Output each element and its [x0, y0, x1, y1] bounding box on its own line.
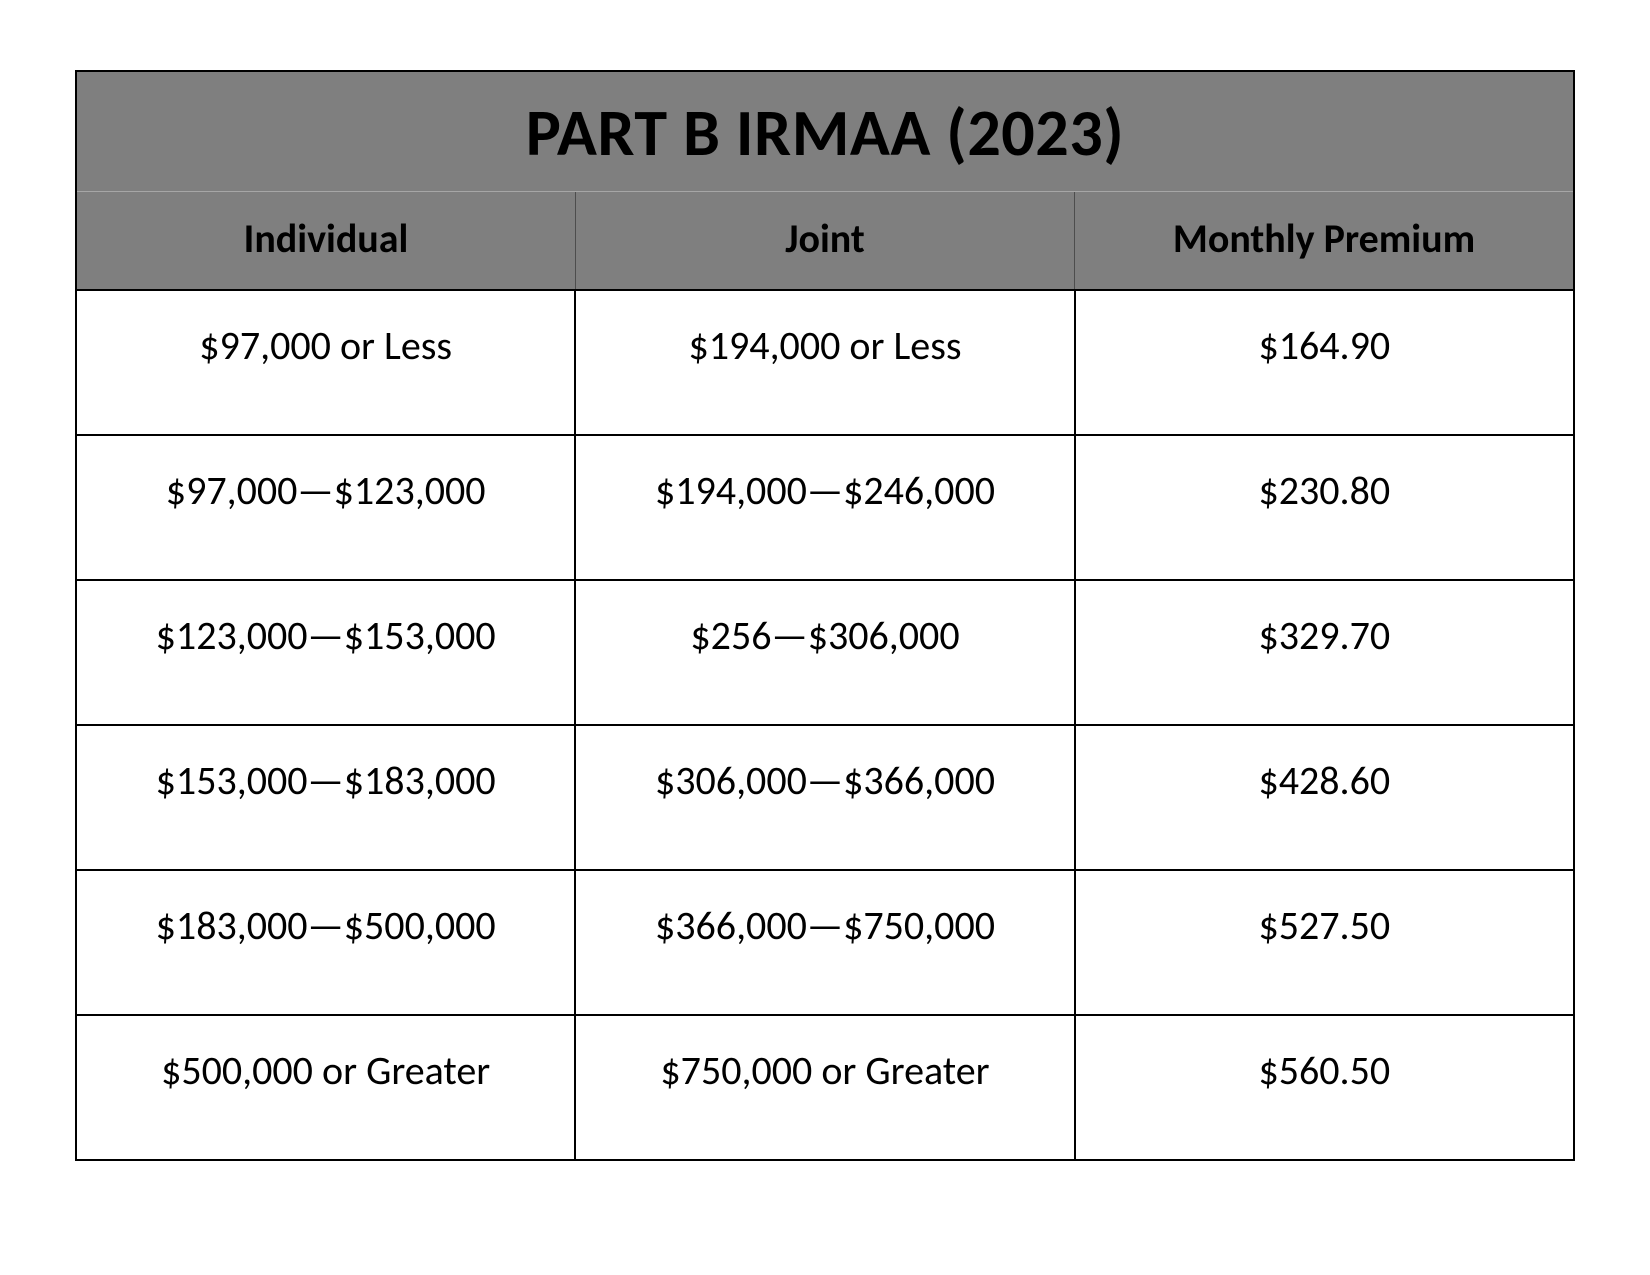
table-row: $97,000 or Less $194,000 or Less $164.90 — [77, 289, 1573, 434]
table-row: $153,000—$183,000 $306,000—$366,000 $428… — [77, 724, 1573, 869]
table-row: $97,000—$123,000 $194,000—$246,000 $230.… — [77, 434, 1573, 579]
table-row: $123,000—$153,000 $256—$306,000 $329.70 — [77, 579, 1573, 724]
column-header-individual: Individual — [77, 192, 576, 289]
cell-premium: $527.50 — [1076, 871, 1573, 1014]
cell-individual: $500,000 or Greater — [77, 1016, 576, 1159]
cell-joint: $194,000—$246,000 — [576, 436, 1075, 579]
cell-premium: $164.90 — [1076, 291, 1573, 434]
cell-premium: $560.50 — [1076, 1016, 1573, 1159]
cell-joint: $366,000—$750,000 — [576, 871, 1075, 1014]
table-header-row: Individual Joint Monthly Premium — [77, 192, 1573, 289]
irmaa-table: PART B IRMAA (2023) Individual Joint Mon… — [75, 70, 1575, 1161]
table-row: $183,000—$500,000 $366,000—$750,000 $527… — [77, 869, 1573, 1014]
column-header-joint: Joint — [576, 192, 1075, 289]
cell-premium: $230.80 — [1076, 436, 1573, 579]
table-title-row: PART B IRMAA (2023) — [77, 72, 1573, 192]
cell-individual: $97,000 or Less — [77, 291, 576, 434]
cell-premium: $428.60 — [1076, 726, 1573, 869]
cell-joint: $256—$306,000 — [576, 581, 1075, 724]
cell-joint: $306,000—$366,000 — [576, 726, 1075, 869]
cell-individual: $153,000—$183,000 — [77, 726, 576, 869]
cell-joint: $194,000 or Less — [576, 291, 1075, 434]
table-title: PART B IRMAA (2023) — [526, 92, 1124, 173]
cell-joint: $750,000 or Greater — [576, 1016, 1075, 1159]
cell-individual: $97,000—$123,000 — [77, 436, 576, 579]
cell-individual: $123,000—$153,000 — [77, 581, 576, 724]
column-header-premium: Monthly Premium — [1075, 192, 1573, 289]
cell-premium: $329.70 — [1076, 581, 1573, 724]
cell-individual: $183,000—$500,000 — [77, 871, 576, 1014]
table-row: $500,000 or Greater $750,000 or Greater … — [77, 1014, 1573, 1159]
